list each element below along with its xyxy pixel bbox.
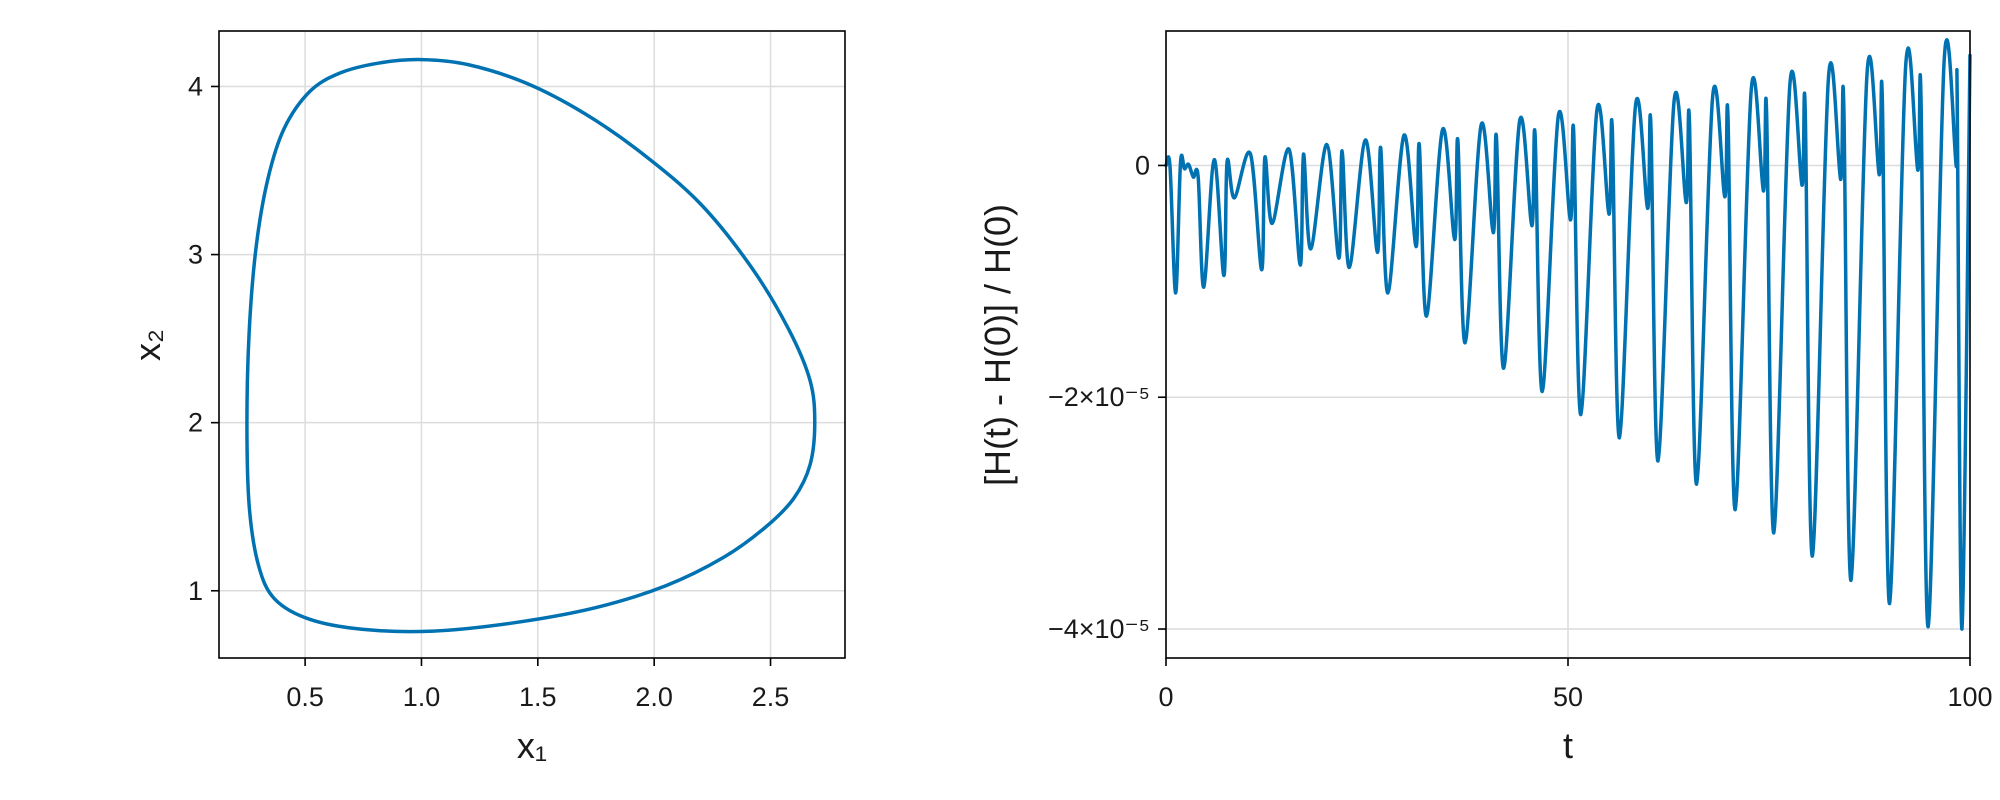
phase-portrait-y-tick-label: 4 [188, 71, 203, 101]
energy-error-y-tick-label: −4×10⁻⁵ [1048, 614, 1150, 644]
phase-portrait-gridlines [219, 31, 845, 658]
energy-error-x-tick-label: 0 [1158, 682, 1173, 712]
phase-portrait-x-tick-label: 2.0 [635, 682, 673, 712]
phase-portrait-panel: 0.5 1.0 1.5 2.0 2.5 1 2 3 4 x₁ x₂ [127, 30, 846, 766]
phase-portrait-axes-frame [218, 30, 846, 659]
phase-portrait-y-axis-label: x₂ [127, 329, 168, 361]
phase-portrait-orbit-line [245, 57, 817, 634]
energy-error-x-axis-label: t [1563, 725, 1573, 766]
phase-portrait-x-axis-label: x₁ [517, 725, 547, 766]
phase-portrait-y-tick-label: 2 [188, 408, 203, 438]
phase-portrait-y-tick-label: 3 [188, 240, 203, 270]
energy-error-y-tick-label: 0 [1135, 150, 1150, 180]
energy-error-x-tick-label: 50 [1553, 682, 1583, 712]
energy-error-y-axis-label: [H(t) - H(0)] / H(0) [977, 204, 1018, 486]
phase-portrait-x-tick-label: 1.5 [519, 682, 557, 712]
phase-portrait-x-tick-label: 2.5 [752, 682, 790, 712]
energy-error-x-tick-label: 100 [1947, 682, 1992, 712]
phase-portrait-y-tick-label: 1 [188, 576, 203, 606]
energy-error-line [1164, 38, 1972, 631]
phase-portrait-ticks: 0.5 1.0 1.5 2.0 2.5 1 2 3 4 [188, 71, 789, 712]
phase-portrait-x-tick-label: 0.5 [286, 682, 324, 712]
phase-portrait-x-tick-label: 1.0 [403, 682, 441, 712]
energy-error-y-tick-label: −2×10⁻⁵ [1048, 382, 1150, 412]
energy-error-ticks: 0 50 100 0 −2×10⁻⁵ −4×10⁻⁵ [1048, 150, 1993, 712]
energy-error-panel: 0 50 100 0 −2×10⁻⁵ −4×10⁻⁵ t [H(t) - H(0)] / … [977, 30, 1993, 766]
